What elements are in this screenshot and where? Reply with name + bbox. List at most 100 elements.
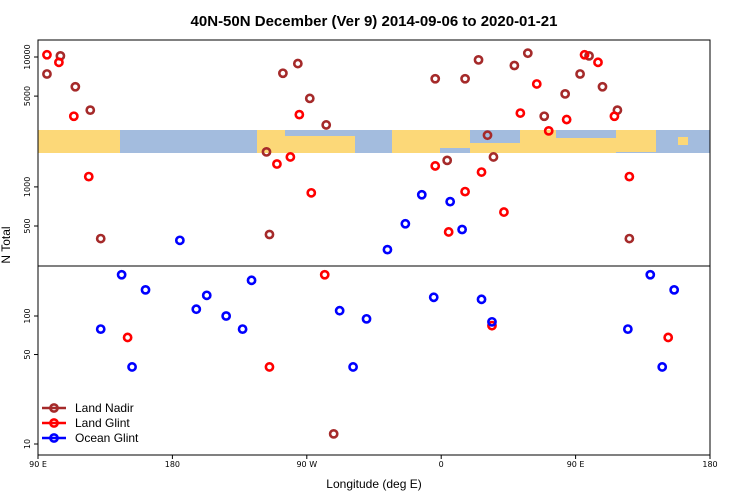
land-nadir-point	[278, 68, 288, 79]
chart-title: 40N-50N December (Ver 9) 2014-09-06 to 2…	[191, 13, 558, 30]
legend-marker	[49, 433, 59, 443]
ocean-glint-point	[476, 294, 487, 305]
land-glint-point	[543, 125, 554, 136]
ocean-glint-point	[400, 218, 411, 229]
x-tick-label: 180	[702, 460, 717, 469]
legend-marker	[49, 418, 59, 428]
land-glint-point	[561, 114, 572, 125]
map-land	[392, 130, 440, 153]
land-nadir-point	[584, 50, 594, 61]
map-land	[440, 130, 470, 148]
ocean-glint-point	[416, 189, 427, 200]
land-nadir-point	[321, 120, 332, 130]
map-land	[520, 130, 556, 153]
y-tick-label: 500	[23, 218, 32, 233]
map-land	[678, 137, 688, 145]
land-nadir-point	[430, 73, 441, 84]
y-tick-label: 100	[23, 308, 32, 323]
ocean-glint-point	[174, 235, 185, 246]
ocean-glint-point	[246, 275, 257, 286]
land-nadir-point	[442, 155, 453, 166]
x-tick-label: 0	[439, 460, 444, 469]
y-axis-label: N Total	[0, 226, 13, 263]
land-nadir-point	[304, 93, 315, 104]
ocean-glint-point	[428, 292, 439, 303]
land-nadir-point	[539, 111, 550, 122]
land-nadir-point	[95, 233, 106, 244]
land-glint-point	[294, 109, 305, 120]
y-tick-label: 10	[23, 439, 32, 449]
map-land	[470, 143, 520, 153]
data-points	[42, 48, 680, 439]
land-glint-point	[515, 108, 526, 118]
ocean-glint-point	[334, 305, 345, 316]
land-glint-point	[443, 227, 454, 237]
ocean-glint-point	[622, 324, 633, 335]
land-glint-point	[476, 167, 487, 177]
ocean-glint-point	[445, 196, 456, 207]
land-nadir-point	[85, 105, 96, 116]
x-tick-label: 90 E	[567, 460, 585, 469]
land-glint-point	[487, 320, 497, 331]
land-nadir-point	[509, 60, 520, 71]
ocean-glint-point	[221, 311, 232, 321]
axes: 90 E 180 90 W 0 90 E 180 500 1000 5000 10000 10 50 1…	[23, 39, 718, 469]
land-glint-point	[272, 159, 282, 169]
land-nadir-point	[460, 73, 470, 84]
land-nadir-point	[482, 130, 493, 141]
x-tick-label: 90 W	[296, 460, 317, 469]
land-nadir-point	[597, 81, 608, 92]
map-land	[616, 130, 656, 152]
ocean-glint-point	[237, 324, 248, 335]
ocean-glint-point	[645, 269, 656, 280]
land-nadir-point	[575, 69, 585, 79]
map-land	[82, 141, 118, 153]
land-glint-point	[42, 49, 52, 60]
y-tick-label: 5000	[23, 86, 32, 106]
land-glint-point	[122, 332, 133, 343]
land-nadir-point	[264, 229, 275, 240]
map-land	[556, 138, 616, 153]
land-nadir-point	[261, 146, 272, 157]
plot-frame	[37, 39, 711, 456]
land-glint-point	[663, 332, 674, 343]
land-glint-point	[579, 49, 590, 60]
ocean-glint-point	[487, 316, 497, 327]
land-nadir-point	[328, 428, 339, 439]
ocean-glint-point	[457, 224, 468, 235]
ocean-glint-point	[348, 362, 358, 372]
ocean-glint-point	[657, 362, 668, 372]
map-land	[257, 130, 285, 153]
ocean-glint-point	[361, 313, 372, 324]
ocean-glint-point	[201, 290, 212, 301]
land-glint-point	[306, 187, 317, 198]
ocean-glint-point	[127, 362, 137, 372]
ocean-glint-point	[116, 269, 127, 280]
land-glint-point	[68, 111, 79, 122]
land-nadir-point	[560, 88, 571, 99]
land-glint-point	[624, 171, 635, 182]
ocean-glint-point	[95, 324, 106, 335]
map-land	[285, 136, 355, 153]
land-nadir-point	[522, 48, 533, 59]
land-nadir-point	[473, 54, 484, 65]
x-tick-label: 90 E	[29, 460, 47, 469]
ocean-glint-point	[191, 304, 202, 315]
land-glint-point	[460, 186, 470, 197]
land-glint-point	[609, 111, 620, 122]
land-glint-point	[593, 57, 603, 68]
land-glint-point	[319, 269, 330, 280]
y-tick-label: 10000	[23, 44, 32, 69]
land-nadir-point	[488, 152, 499, 162]
legend-label: Land Nadir	[75, 401, 134, 415]
land-nadir-point	[624, 233, 635, 244]
x-axis-label: Longitude (deg E)	[326, 477, 421, 491]
legend-marker	[49, 403, 59, 413]
land-glint-point	[83, 171, 94, 182]
y-tick-label: 50	[23, 349, 32, 359]
land-nadir-point	[42, 69, 52, 79]
land-glint-point	[531, 79, 542, 89]
ocean-glint-point	[140, 284, 151, 295]
